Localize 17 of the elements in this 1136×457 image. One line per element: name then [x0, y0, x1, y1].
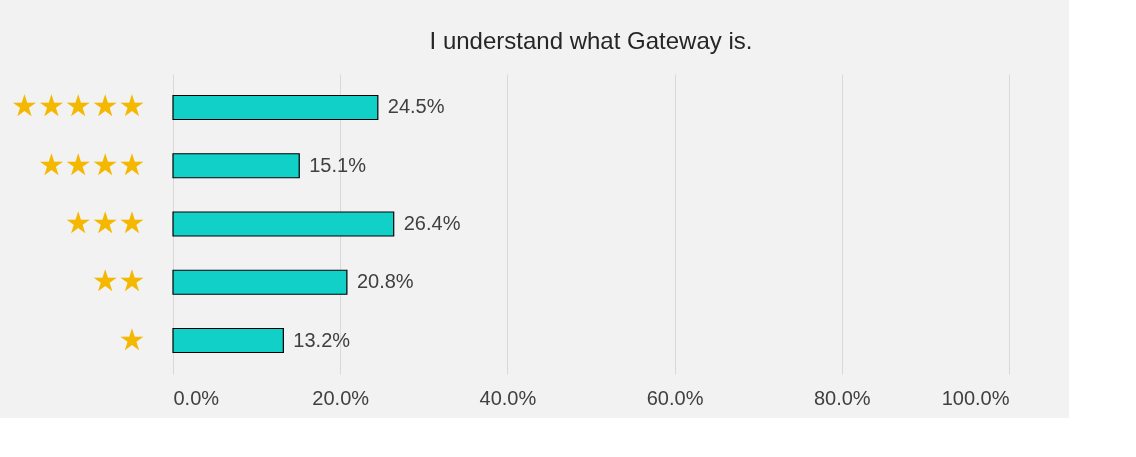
chart-title: I understand what Gateway is. — [429, 27, 753, 54]
data-label: 15.1% — [309, 153, 367, 176]
x-tick-label: 20.0% — [312, 386, 370, 409]
x-tick-label: 0.0% — [173, 386, 220, 409]
data-label: 26.4% — [403, 212, 461, 234]
data-label: 13.2% — [293, 328, 351, 351]
y-tick-label: ★★★★★ — [11, 88, 146, 124]
y-tick-label: ★ — [118, 321, 146, 357]
y-tick-label: ★★ — [91, 263, 146, 299]
x-tick-label: 40.0% — [479, 386, 537, 409]
data-label: 24.5% — [387, 95, 445, 118]
y-tick-label: ★★★★ — [37, 146, 146, 182]
x-tick-label: 60.0% — [646, 386, 704, 409]
data-label: 20.8% — [356, 270, 414, 293]
x-tick-label: 80.0% — [813, 386, 871, 409]
x-tick-label: 100.0% — [941, 386, 1010, 409]
y-tick-label: ★★★ — [64, 205, 146, 240]
